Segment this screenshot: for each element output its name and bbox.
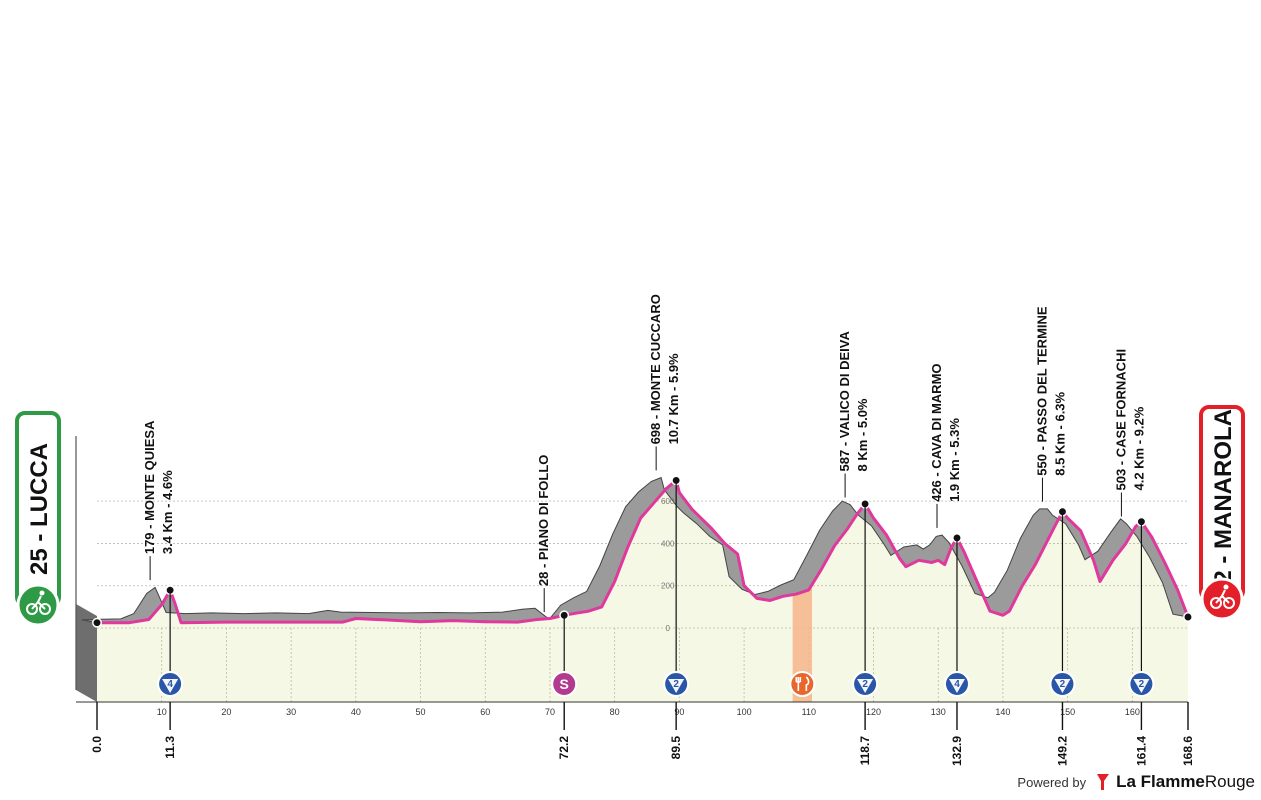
category-badge-icon: 2 xyxy=(663,671,690,697)
badge-label: 4 xyxy=(167,679,173,690)
bike-frame-icon xyxy=(1215,589,1230,604)
climb-name-label: 179 - MONTE QUIESA xyxy=(142,420,157,554)
footer-credit: Powered by La FlammeRouge xyxy=(1017,772,1255,792)
x-tick-label: 20 xyxy=(221,707,231,717)
km-marker-label: 161.4 xyxy=(1134,736,1148,766)
x-tick-label: 80 xyxy=(610,707,620,717)
x-tick-label: 60 xyxy=(480,707,490,717)
x-tick-label: 30 xyxy=(286,707,296,717)
feed-icon-circle xyxy=(789,671,816,697)
finish-pill-badge xyxy=(1200,577,1244,621)
climb-name-label: 426 - CAVA DI MARMO xyxy=(929,363,944,501)
brand-name-light: Rouge xyxy=(1204,772,1255,791)
x-tick-label: 70 xyxy=(545,707,555,717)
climb-name-label: 28 - PIANO DI FOLLO xyxy=(536,455,551,586)
km-marker-label: 118.7 xyxy=(858,736,872,766)
climb-stats-label: 8 Km - 5.0% xyxy=(855,398,870,471)
sprint-badge-icon: S xyxy=(551,671,578,697)
climb-name-label: 698 - MONTE CUCCARO xyxy=(648,294,663,444)
x-tick-label: 120 xyxy=(866,707,881,717)
feed-zone-icon xyxy=(789,671,816,697)
x-tick-label: 160 xyxy=(1125,707,1140,717)
km-marker-label: 0.0 xyxy=(90,736,104,753)
y-tick-label: 0 xyxy=(666,624,671,633)
x-tick-label: 40 xyxy=(351,707,361,717)
y-tick-label: 200 xyxy=(661,582,675,591)
x-tick-label: 150 xyxy=(1060,707,1075,717)
y-tick-label: 400 xyxy=(661,539,675,548)
badge-triangle xyxy=(948,679,965,693)
badge-circle xyxy=(551,671,578,697)
badge-triangle xyxy=(668,679,685,693)
x-tick-label: 90 xyxy=(674,707,684,717)
category-badge-icon: 2 xyxy=(852,671,879,697)
category-badge-icon: 4 xyxy=(157,671,184,697)
climb-stats-label: 3.4 Km - 4.6% xyxy=(160,470,175,554)
start-pill-label: 25 - LUCCA xyxy=(26,443,53,575)
km-marker-label: 89.5 xyxy=(669,736,683,760)
category-badge-icon: 2 xyxy=(1049,671,1076,697)
category-badge-icon: 4 xyxy=(943,671,970,697)
climb-stats-label: 8.5 Km - 6.3% xyxy=(1052,391,1067,475)
finish-pill: 52 - MANAROLA xyxy=(1199,405,1245,621)
x-tick-label: 100 xyxy=(737,707,752,717)
badge-triangle xyxy=(1054,679,1071,693)
badge-triangle xyxy=(162,679,179,693)
climb-stats-label: 10.7 Km - 5.9% xyxy=(666,353,681,444)
climb-stats-label: 1.9 Km - 5.3% xyxy=(947,418,962,502)
badge-label: 2 xyxy=(673,679,679,690)
finish-pill-label: 52 - MANAROLA xyxy=(1210,409,1237,597)
climb-stats-label: 4.2 Km - 9.2% xyxy=(1131,406,1146,490)
bike-wheel-icon xyxy=(1210,597,1222,609)
profile-line xyxy=(97,478,1190,625)
x-tick-label: 10 xyxy=(157,707,167,717)
profile-fill-area xyxy=(97,480,1188,702)
powered-by-text: Powered by xyxy=(1017,774,1087,790)
bike-wheel-icon xyxy=(39,603,51,615)
y-tick-label: 600 xyxy=(661,497,675,506)
badge-label: S xyxy=(560,676,569,692)
climb-name-label: 503 - CASE FORNACHI xyxy=(1113,349,1128,491)
badge-triangle xyxy=(1133,679,1150,693)
brand-logo: La FlammeRouge xyxy=(1096,772,1255,792)
km-marker-label: 132.9 xyxy=(950,736,964,766)
start-dot xyxy=(92,617,102,628)
x-tick-label: 140 xyxy=(995,707,1010,717)
climb-name-label: 550 - PASSO DEL TERMINE xyxy=(1034,306,1049,476)
profile-side-shade xyxy=(76,604,97,702)
badge-label: 2 xyxy=(862,679,868,690)
start-pill: 25 - LUCCA xyxy=(15,411,61,627)
rider-head-icon xyxy=(1223,584,1229,590)
flame-logo-icon xyxy=(1097,774,1110,790)
km-marker-label: 11.3 xyxy=(163,736,177,759)
x-tick-label: 50 xyxy=(416,707,426,717)
km-marker-label: 168.6 xyxy=(1181,736,1195,766)
badge-triangle xyxy=(857,679,874,693)
bike-frame-icon xyxy=(31,595,46,610)
km-marker-label: 72.2 xyxy=(557,736,571,760)
finish-dot xyxy=(1183,612,1193,622)
km-marker-label: 149.2 xyxy=(1055,736,1069,766)
x-tick-label: 110 xyxy=(802,707,816,717)
bike-wheel-icon xyxy=(26,603,38,615)
bike-wheel-icon xyxy=(1223,597,1235,609)
rider-head-icon xyxy=(39,590,45,596)
badge-label: 2 xyxy=(1139,679,1145,690)
climb-name-label: 587 - VALICO DI DEIVA xyxy=(837,330,852,471)
feed-icon-cutlery xyxy=(795,676,810,691)
start-pill-badge xyxy=(16,583,60,627)
badge-label: 2 xyxy=(1060,679,1066,690)
x-tick-label: 130 xyxy=(931,707,946,717)
category-badge-icon: 2 xyxy=(1128,671,1155,697)
brand-name-bold: La Flamme xyxy=(1116,772,1205,791)
badge-label: 4 xyxy=(954,679,960,690)
